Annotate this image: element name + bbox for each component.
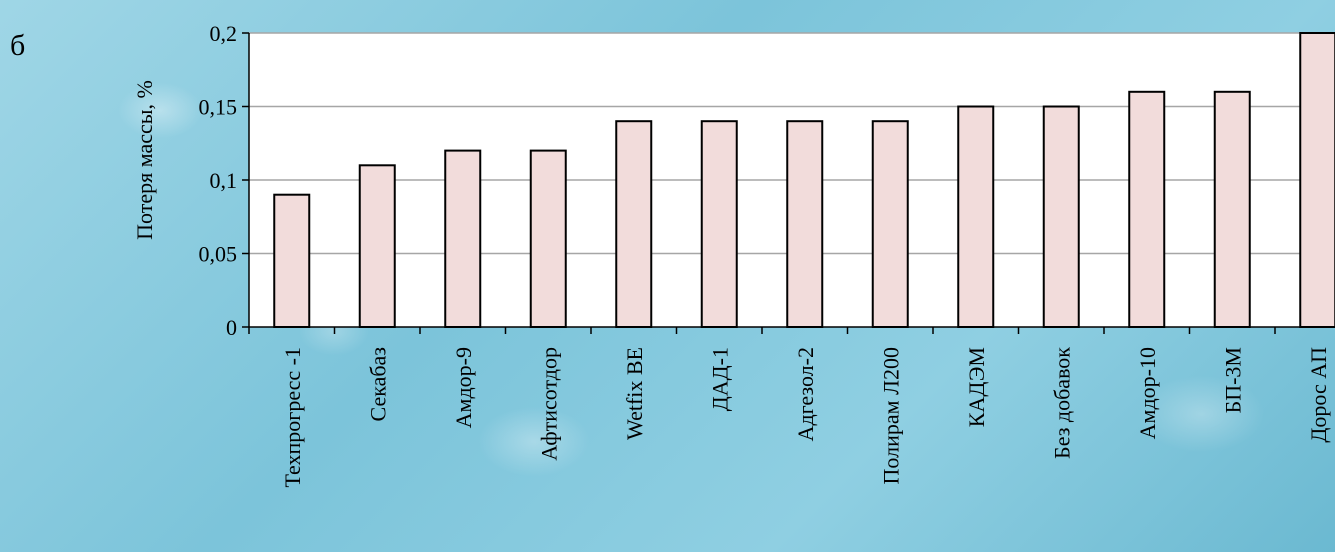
- bar: [786, 120, 824, 328]
- bar: [615, 120, 653, 328]
- x-category-label: ДАД-1: [707, 347, 732, 411]
- bar: [1042, 105, 1080, 328]
- bar: [1213, 90, 1251, 328]
- y-tick-labels: 0 0,05 0,1 0,15 0,2: [199, 21, 238, 340]
- bar: [529, 149, 567, 328]
- y-axis-title: Потеря массы, %: [132, 80, 157, 240]
- x-category-label: БП-3М: [1220, 347, 1245, 413]
- x-category-label: Wetfix BE: [622, 347, 647, 440]
- x-category-label: Дорос АП: [1306, 347, 1331, 443]
- x-category-label: Без добавок: [1049, 347, 1074, 459]
- x-category-label: Полирам Л200: [878, 347, 903, 484]
- y-tick-label: 0,1: [210, 168, 238, 193]
- bar: [444, 149, 482, 328]
- x-category-label: Техпрогресс -1: [280, 347, 305, 488]
- x-category-label: Секабаз: [365, 347, 390, 421]
- x-category-label: Афтисотдор: [536, 347, 561, 461]
- bar: [1299, 32, 1335, 328]
- x-category-label: Адгезол-2: [793, 347, 818, 441]
- x-category-label: Амдор-10: [1135, 347, 1160, 439]
- y-tick-label: 0,2: [210, 21, 238, 46]
- bar: [871, 120, 909, 328]
- bar: [1128, 90, 1166, 328]
- y-tick-label: 0,05: [199, 242, 238, 267]
- bar: [700, 120, 738, 328]
- bar: [273, 193, 311, 328]
- bar: [358, 164, 396, 328]
- x-category-label: Амдор-9: [451, 347, 476, 428]
- bar: [957, 105, 995, 328]
- x-category-labels: Техпрогресс -1 Секабаз Амдор-9 Афтисотдор We…: [280, 347, 1331, 488]
- x-category-label: КАДЭМ: [964, 347, 989, 427]
- y-tick-label: 0,15: [199, 95, 238, 120]
- bars: [273, 32, 1335, 328]
- axes: [242, 32, 1335, 334]
- panel-letter: б: [10, 29, 25, 62]
- y-tick-label: 0: [226, 315, 237, 340]
